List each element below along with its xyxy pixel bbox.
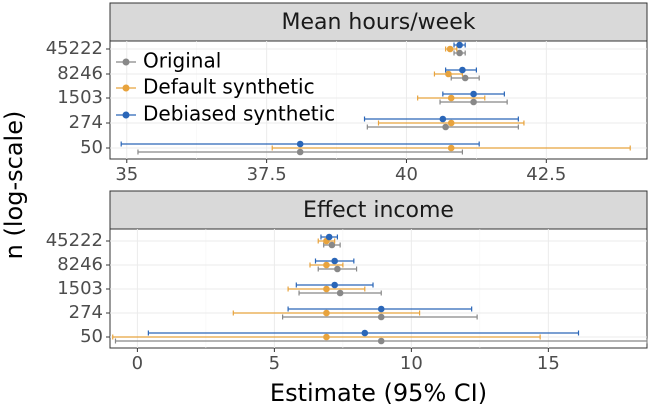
estimate-point-debiased-synthetic	[439, 115, 447, 123]
legend-label-debiased-synthetic: Debiased synthetic	[143, 102, 335, 126]
estimate-point-default-synthetic	[323, 333, 330, 341]
estimate-point-debiased-synthetic	[459, 66, 466, 74]
y-tick-label: 8246	[57, 63, 103, 84]
legend-dot-default-synthetic	[122, 84, 130, 92]
panel-title-mean-hours: Mean hours/week	[281, 10, 475, 35]
marks-effect-income	[112, 233, 648, 345]
x-tick-label: 0	[132, 353, 143, 374]
legend-label-original: Original	[143, 49, 221, 73]
legend-item-default-synthetic: Default synthetic	[116, 75, 315, 99]
estimate-point-original	[328, 241, 336, 249]
panel-effect-income: Effect income 0 5 10 15 50 274 1503 8246 45222	[46, 190, 648, 374]
marks-mean-hours	[120, 41, 631, 156]
legend-item-original: Original	[116, 49, 221, 73]
estimate-point-debiased-synthetic	[331, 281, 338, 289]
estimate-point-default-synthetic	[446, 45, 454, 53]
legend-label-default-synthetic: Default synthetic	[143, 75, 315, 99]
panel-strip-mean-hours	[109, 2, 648, 42]
legend-dot-original	[122, 58, 130, 66]
estimate-point-default-synthetic	[445, 70, 452, 78]
ticks-effect-income: 0 5 10 15 50 274 1503 8246 45222	[46, 230, 560, 374]
ticks-mean-hours: 35 37.5 40 42.5 50 274 1503 8246 45222	[46, 38, 567, 185]
estimate-point-original	[334, 265, 341, 273]
legend-item-debiased-synthetic: Debiased synthetic	[116, 102, 335, 126]
x-axis-title: Estimate (95% CI)	[270, 379, 487, 407]
x-tick-label: 37.5	[247, 164, 287, 185]
estimate-point-original	[336, 289, 344, 297]
estimate-point-original	[377, 313, 385, 321]
x-tick-label: 10	[400, 353, 423, 374]
estimate-point-debiased-synthetic	[296, 140, 304, 148]
estimate-point-debiased-synthetic	[456, 41, 463, 49]
estimate-point-original	[470, 98, 477, 106]
y-tick-label: 1503	[57, 278, 103, 299]
panel-strip-effect-income	[109, 190, 648, 230]
estimate-point-default-synthetic	[447, 119, 455, 127]
panel-mean-hours: Mean hours/week 35 37.5 40 42.5 50 274 1503 824…	[46, 2, 648, 185]
estimate-point-original	[296, 148, 304, 156]
estimate-point-debiased-synthetic	[331, 257, 338, 265]
panel-title-effect-income: Effect income	[303, 198, 454, 223]
x-tick-label: 42.5	[526, 164, 566, 185]
estimate-point-default-synthetic	[323, 309, 330, 317]
estimate-point-default-synthetic	[323, 285, 330, 293]
estimate-point-original	[442, 123, 449, 131]
y-axis-title: n (log-scale)	[0, 111, 28, 260]
estimate-point-original	[456, 49, 463, 57]
estimate-point-default-synthetic	[323, 261, 330, 269]
estimate-point-original	[461, 74, 469, 82]
y-tick-label: 274	[69, 302, 103, 323]
panel-area-mean-hours	[109, 40, 648, 160]
y-tick-label: 8246	[57, 254, 103, 275]
estimate-point-default-synthetic	[447, 94, 455, 102]
x-tick-label: 15	[537, 353, 560, 374]
estimate-point-default-synthetic	[447, 144, 455, 152]
y-tick-label: 45222	[46, 230, 103, 251]
estimate-point-debiased-synthetic	[377, 305, 385, 313]
x-tick-label: 5	[269, 353, 280, 374]
y-tick-label: 50	[80, 326, 103, 347]
y-tick-label: 45222	[46, 38, 103, 59]
x-tick-label: 35	[115, 164, 138, 185]
estimate-point-debiased-synthetic	[361, 329, 369, 337]
y-tick-label: 274	[69, 112, 103, 133]
y-tick-label: 50	[80, 137, 103, 158]
estimate-point-original	[377, 337, 385, 345]
legend: Original Default synthetic Debiased synt…	[116, 49, 335, 126]
estimate-point-debiased-synthetic	[325, 233, 333, 241]
legend-dot-debiased-synthetic	[122, 111, 130, 119]
x-tick-label: 40	[395, 164, 418, 185]
estimate-point-debiased-synthetic	[470, 90, 477, 98]
y-tick-label: 1503	[57, 87, 103, 108]
